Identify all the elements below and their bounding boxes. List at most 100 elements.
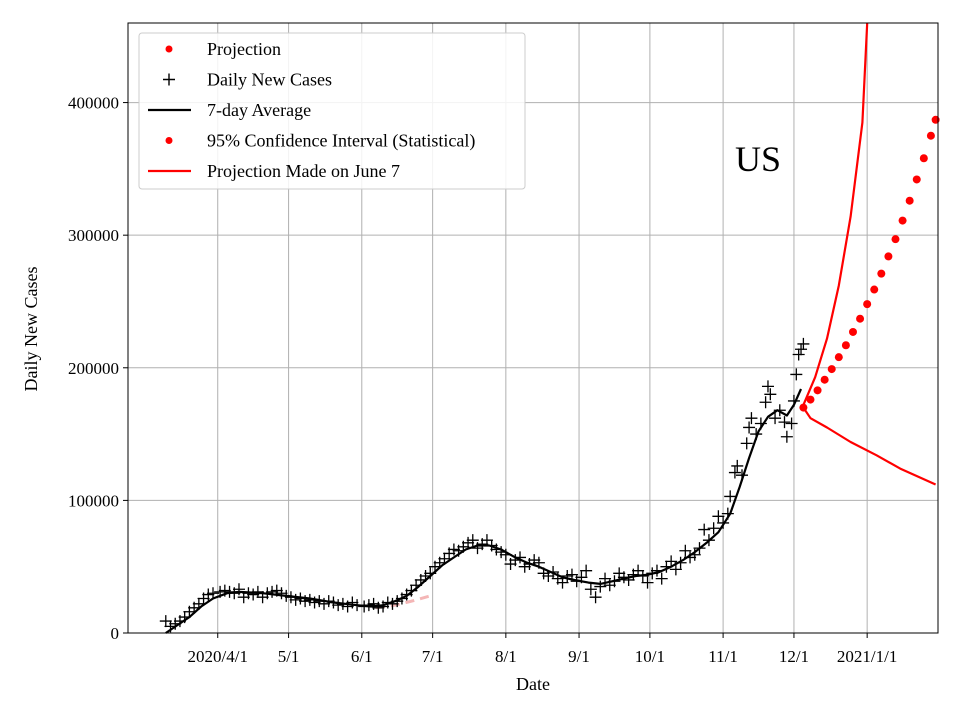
data-point bbox=[707, 522, 720, 535]
data-point bbox=[556, 576, 569, 589]
data-point bbox=[447, 543, 460, 556]
data-point bbox=[405, 584, 418, 597]
data-point bbox=[712, 510, 725, 523]
data-point bbox=[589, 591, 602, 604]
data-point bbox=[797, 337, 810, 350]
data-point bbox=[322, 595, 335, 608]
data-point bbox=[769, 412, 782, 425]
data-point bbox=[466, 534, 479, 547]
chart-title: US bbox=[735, 139, 781, 179]
data-point bbox=[289, 593, 302, 606]
data-point bbox=[462, 536, 475, 549]
data-point bbox=[372, 601, 385, 614]
data-point bbox=[419, 569, 432, 582]
data-point bbox=[584, 583, 597, 596]
y-tick-label: 100000 bbox=[68, 491, 119, 510]
legend-plus-icon bbox=[163, 73, 175, 86]
data-point bbox=[724, 490, 737, 503]
projection-point bbox=[856, 314, 865, 323]
data-point bbox=[280, 589, 293, 602]
data-point bbox=[665, 555, 678, 568]
data-point bbox=[169, 617, 182, 630]
data-point bbox=[674, 556, 687, 569]
legend-dot-icon bbox=[165, 137, 173, 144]
data-point bbox=[346, 596, 359, 609]
data-point bbox=[702, 534, 715, 547]
data-point bbox=[787, 394, 800, 407]
legend-label: 95% Confidence Interval (Statistical) bbox=[207, 131, 475, 152]
data-point bbox=[275, 587, 288, 600]
data-point bbox=[655, 572, 668, 585]
data-point bbox=[303, 593, 316, 606]
projection-point bbox=[891, 235, 900, 244]
data-point bbox=[270, 584, 283, 597]
data-point bbox=[785, 417, 798, 430]
x-tick-label: 5/1 bbox=[278, 647, 300, 666]
x-tick-label: 10/1 bbox=[635, 647, 665, 666]
x-axis-label: Date bbox=[516, 674, 550, 694]
x-tick-label: 9/1 bbox=[568, 647, 590, 666]
data-point bbox=[740, 437, 753, 450]
data-point bbox=[547, 566, 560, 578]
data-point bbox=[266, 585, 279, 598]
projection-point bbox=[884, 252, 893, 261]
data-point bbox=[735, 469, 748, 482]
x-axis: 2020/4/1 5/1 6/1 7/1 8/1 9/1 10/1 11/1 12/1 2021/… bbox=[188, 633, 897, 666]
data-point bbox=[192, 597, 205, 610]
projection-point bbox=[919, 154, 928, 163]
data-point bbox=[261, 587, 274, 600]
projection-point bbox=[898, 216, 907, 225]
x-tick-label: 12/1 bbox=[779, 647, 809, 666]
data-point bbox=[721, 507, 734, 520]
data-point bbox=[636, 569, 649, 582]
data-point bbox=[764, 388, 777, 401]
data-point bbox=[684, 551, 697, 564]
data-point bbox=[299, 595, 312, 608]
data-point bbox=[750, 428, 763, 441]
data-point bbox=[688, 548, 701, 561]
projection-point bbox=[841, 341, 850, 350]
data-point bbox=[336, 597, 349, 610]
data-point bbox=[381, 596, 394, 609]
data-point bbox=[759, 396, 772, 409]
projection-point bbox=[834, 353, 843, 362]
data-point bbox=[499, 548, 512, 561]
data-point bbox=[731, 459, 744, 472]
legend-label: 7-day Average bbox=[207, 100, 311, 120]
projection-point bbox=[848, 327, 857, 336]
data-point bbox=[327, 596, 340, 609]
x-tick-label: 2021/1/1 bbox=[837, 647, 897, 666]
data-point bbox=[514, 551, 527, 564]
legend: Projection Daily New Cases 7-day Average 95… bbox=[138, 32, 526, 190]
data-point bbox=[790, 368, 803, 381]
data-point bbox=[792, 348, 805, 361]
data-point bbox=[332, 599, 345, 612]
data-point bbox=[599, 572, 612, 585]
data-point bbox=[743, 421, 756, 434]
data-point bbox=[617, 571, 630, 584]
data-point bbox=[693, 542, 706, 555]
y-axis-label: Daily New Cases bbox=[21, 267, 41, 392]
data-point bbox=[495, 546, 508, 559]
data-point bbox=[424, 567, 437, 580]
y-tick-label: 0 bbox=[111, 624, 120, 643]
data-point bbox=[698, 523, 711, 536]
data-point bbox=[795, 343, 808, 356]
data-point bbox=[251, 585, 264, 598]
legend-label: Daily New Cases bbox=[207, 70, 332, 90]
data-point bbox=[438, 552, 451, 565]
projection-point bbox=[926, 131, 935, 140]
data-point bbox=[778, 416, 791, 429]
data-point bbox=[351, 599, 364, 612]
x-tick-label: 11/1 bbox=[708, 647, 738, 666]
series-projection bbox=[799, 115, 940, 412]
data-point bbox=[575, 571, 588, 584]
data-point bbox=[565, 568, 578, 581]
data-point bbox=[632, 564, 645, 577]
data-point bbox=[660, 560, 673, 573]
legend-label: Projection Made on June 7 bbox=[207, 161, 400, 181]
y-axis: 0 100000 200000 300000 400000 bbox=[68, 94, 128, 643]
data-point bbox=[232, 583, 245, 596]
data-point bbox=[294, 592, 307, 605]
